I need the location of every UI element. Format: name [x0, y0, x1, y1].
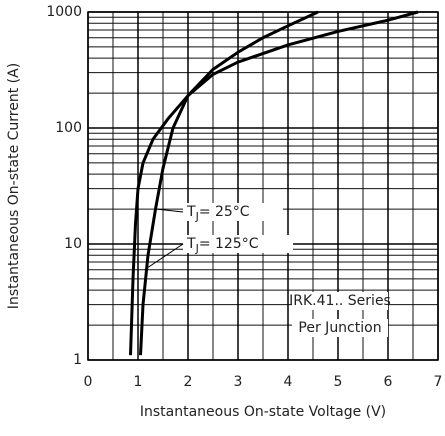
y-tick-label: 1000 [46, 4, 82, 20]
label-base: T [186, 236, 196, 252]
label-sub: J [195, 210, 199, 223]
x-tick-label: 2 [184, 374, 193, 390]
x-tick-label: 6 [384, 374, 393, 390]
label-rest: = 125°C [199, 236, 259, 252]
x-axis-label: Instantaneous On-state Voltage (V) [140, 404, 386, 420]
x-tick-label: 0 [84, 374, 93, 390]
curve-label: TJ= 125°C [186, 236, 259, 255]
plot-frame [87, 11, 439, 361]
annotation: IRK.41.. Series [289, 293, 391, 309]
x-tick-label: 7 [434, 374, 443, 390]
leader-line [144, 243, 184, 271]
curve [139, 10, 319, 356]
y-axis-label: Instantaneous On-state Current (A) [6, 63, 22, 309]
y-tick-label: 1 [73, 352, 82, 368]
label-bg [183, 203, 283, 221]
x-tick-label: 5 [334, 374, 343, 390]
x-tick-label: 3 [234, 374, 243, 390]
curve-label: TJ= 25°C [186, 204, 250, 223]
annotation: Per Junction [298, 320, 381, 336]
y-tick-label: 100 [55, 120, 82, 136]
label-sub: J [195, 242, 199, 255]
label-bg [183, 235, 293, 253]
curve [129, 10, 419, 356]
label-rest: = 25°C [199, 204, 250, 220]
y-tick-label: 10 [64, 236, 82, 252]
annotation-bg [292, 292, 388, 310]
leader-line [156, 208, 184, 213]
label-base: T [186, 204, 196, 220]
annotation-bg [292, 319, 388, 337]
x-tick-label: 1 [134, 374, 143, 390]
x-tick-label: 4 [284, 374, 293, 390]
